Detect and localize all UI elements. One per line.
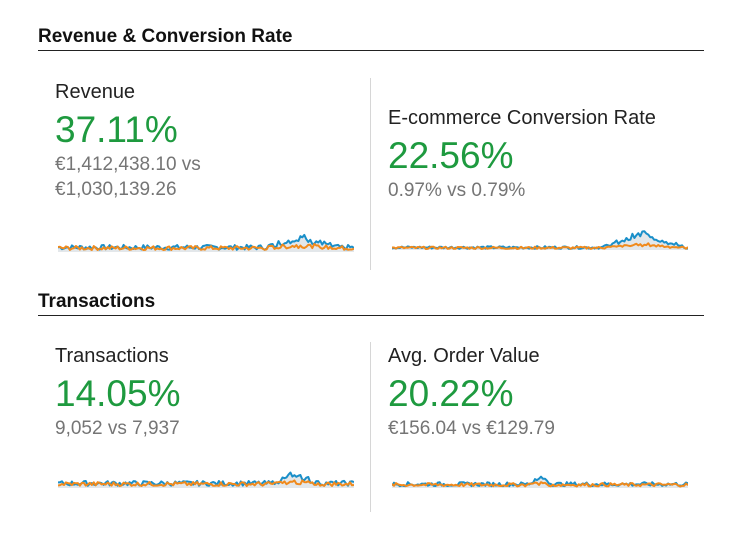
metric-compare: 9,052 vs 7,937 bbox=[55, 418, 180, 439]
metric-label: Transactions bbox=[55, 345, 169, 367]
sparkline-previous-series bbox=[58, 243, 354, 251]
sparkline-transactions bbox=[58, 471, 354, 488]
sparkline-previous-series bbox=[392, 242, 688, 250]
metric-change: 20.22% bbox=[388, 373, 514, 414]
metric-change: 37.11% bbox=[55, 109, 178, 150]
metric-card-transactions[interactable]: Transactions 14.05% 9,052 vs 7,937 bbox=[55, 344, 365, 441]
metric-compare: 0.97% vs 0.79% bbox=[388, 180, 526, 201]
metric-change: 22.56% bbox=[388, 135, 514, 176]
section-title-transactions: Transactions bbox=[38, 291, 156, 312]
metric-card-avg-order-value[interactable]: Avg. Order Value 20.22% €156.04 vs €129.… bbox=[388, 344, 698, 441]
metric-compare: €1,412,438.10 vs bbox=[55, 154, 201, 175]
section-divider bbox=[38, 315, 704, 316]
sparkline-previous-series bbox=[58, 479, 354, 488]
sparkline-avg-order-value bbox=[392, 475, 688, 488]
card-divider bbox=[370, 342, 371, 512]
card-divider bbox=[370, 78, 371, 270]
sparkline-previous-series bbox=[392, 481, 688, 488]
sparkline-revenue bbox=[58, 233, 354, 252]
metric-compare: €156.04 vs €129.79 bbox=[388, 418, 555, 439]
metric-label: Avg. Order Value bbox=[388, 345, 540, 367]
metric-label: E-commerce Conversion Rate bbox=[388, 107, 656, 129]
sparkline-conversion-rate bbox=[392, 230, 688, 250]
metric-compare: €1,030,139.26 bbox=[55, 179, 177, 200]
metric-card-conversion-rate[interactable]: E-commerce Conversion Rate 22.56% 0.97% … bbox=[388, 106, 698, 203]
metric-change: 14.05% bbox=[55, 373, 181, 414]
section-title-revenue-conversion: Revenue & Conversion Rate bbox=[38, 26, 293, 47]
metric-label: Revenue bbox=[55, 81, 136, 103]
section-divider bbox=[38, 50, 704, 51]
metric-card-revenue[interactable]: Revenue 37.11% €1,412,438.10 vs €1,030,1… bbox=[55, 80, 365, 202]
